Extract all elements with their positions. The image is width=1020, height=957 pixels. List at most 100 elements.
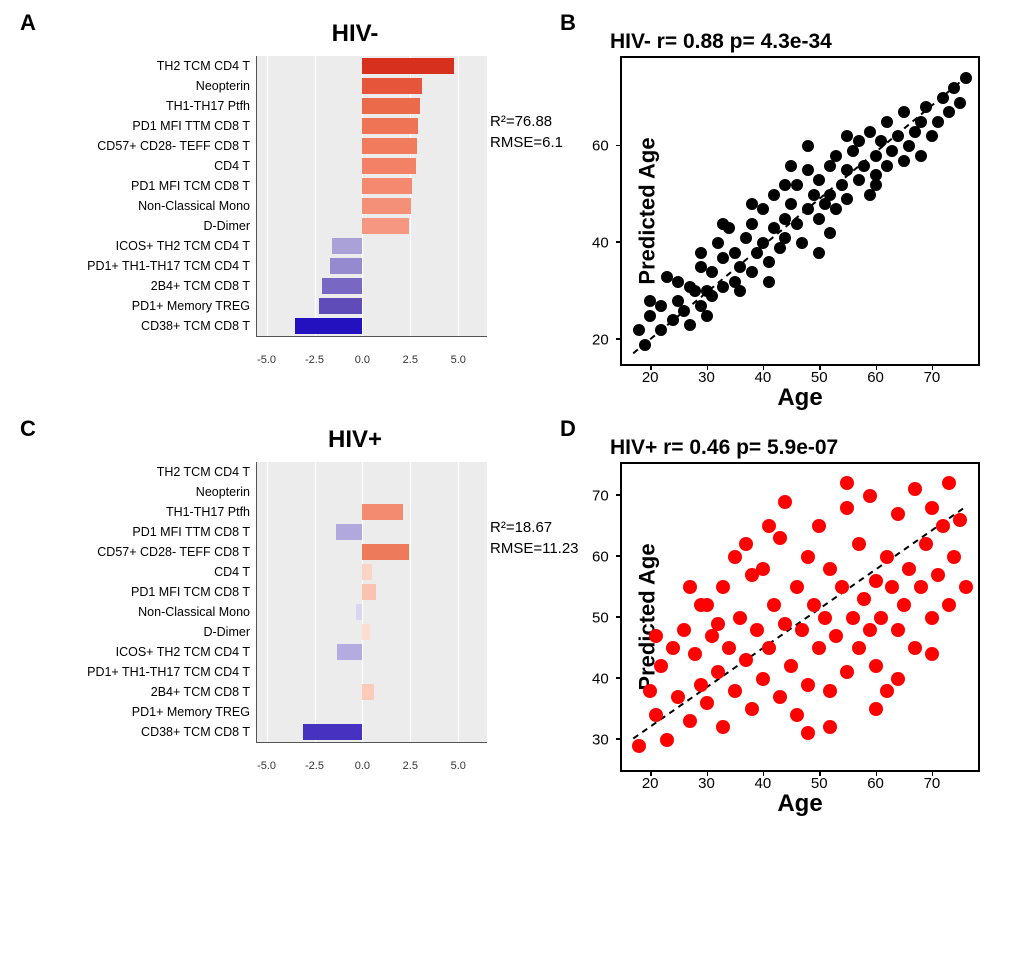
data-point: [869, 702, 883, 716]
data-point: [852, 641, 866, 655]
data-point: [807, 598, 821, 612]
data-point: [639, 339, 651, 351]
data-point: [892, 130, 904, 142]
data-point: [677, 623, 691, 637]
x-axis-label: Age: [777, 790, 822, 818]
data-point: [919, 537, 933, 551]
data-point: [925, 611, 939, 625]
y-tick-label: 20: [592, 331, 609, 348]
bar-label: CD57+ CD28- TEFF CD8 T: [50, 136, 250, 156]
data-point: [830, 203, 842, 215]
data-point: [829, 629, 843, 643]
data-point: [632, 739, 646, 753]
data-point: [779, 232, 791, 244]
bar-label: CD4 T: [50, 562, 250, 582]
bar-row: [257, 702, 487, 722]
data-point: [936, 519, 950, 533]
data-point: [716, 720, 730, 734]
chart-title: HIV+ r= 0.46 p= 5.9e-07: [610, 436, 1020, 460]
data-point: [836, 179, 848, 191]
data-point: [728, 684, 742, 698]
bar: [330, 258, 363, 274]
bar: [337, 644, 363, 660]
data-point: [778, 495, 792, 509]
bar-chart: TH2 TCM CD4 TNeopterinTH1-TH17 PtfhPD1 M…: [50, 56, 540, 337]
x-axis-label: Age: [777, 384, 822, 412]
data-point: [633, 324, 645, 336]
data-point: [768, 189, 780, 201]
data-point: [734, 285, 746, 297]
data-point: [757, 203, 769, 215]
data-point: [813, 174, 825, 186]
data-point: [654, 659, 668, 673]
bar-row: [257, 542, 487, 562]
data-point: [942, 476, 956, 490]
x-tick: -5.0: [257, 354, 276, 366]
bar: [362, 624, 370, 640]
data-point: [779, 179, 791, 191]
bar-chart-panel-C: CHIV+TH2 TCM CD4 TNeopterinTH1-TH17 Ptfh…: [20, 426, 540, 772]
bar: [362, 198, 411, 214]
x-tick: 5.0: [451, 354, 466, 366]
data-point: [863, 623, 877, 637]
data-point: [885, 580, 899, 594]
data-point: [880, 550, 894, 564]
chart-annotation: R²=76.88RMSE=6.1: [490, 111, 563, 153]
x-tick-label: 60: [867, 369, 884, 386]
data-point: [649, 629, 663, 643]
data-point: [801, 550, 815, 564]
data-point: [801, 678, 815, 692]
data-point: [869, 659, 883, 673]
data-point: [947, 550, 961, 564]
data-point: [813, 213, 825, 225]
bar-label: PD1+ TH1-TH17 TCM CD4 T: [50, 256, 250, 276]
data-point: [802, 164, 814, 176]
bar-plot-area: -5.0-2.50.02.55.0: [256, 462, 487, 743]
data-point: [870, 150, 882, 162]
bar-row: [257, 622, 487, 642]
data-point: [785, 160, 797, 172]
data-point: [671, 690, 685, 704]
bar-label: D-Dimer: [50, 622, 250, 642]
bar-label: TH2 TCM CD4 T: [50, 56, 250, 76]
data-point: [745, 702, 759, 716]
x-tick-label: 70: [924, 775, 941, 792]
data-point: [931, 568, 945, 582]
bar-label: Non-Classical Mono: [50, 196, 250, 216]
bar-row: [257, 276, 487, 296]
data-point: [902, 562, 916, 576]
data-point: [717, 281, 729, 293]
bar-row: [257, 236, 487, 256]
data-point: [746, 218, 758, 230]
data-point: [926, 130, 938, 142]
data-point: [852, 537, 866, 551]
data-point: [701, 310, 713, 322]
bar: [356, 604, 363, 620]
bar-plot-area: -5.0-2.50.02.55.0: [256, 56, 487, 337]
data-point: [925, 647, 939, 661]
data-point: [908, 482, 922, 496]
data-point: [796, 237, 808, 249]
data-point: [655, 324, 667, 336]
data-point: [695, 261, 707, 273]
data-point: [891, 623, 905, 637]
data-point: [756, 672, 770, 686]
x-tick-label: 40: [755, 775, 772, 792]
bar-label: CD38+ TCM CD8 T: [50, 316, 250, 336]
bar-label: Non-Classical Mono: [50, 602, 250, 622]
x-tick: -2.5: [305, 354, 324, 366]
bar: [362, 584, 375, 600]
bar-label: TH1-TH17 Ptfh: [50, 96, 250, 116]
scatter-panel-D: DHIV+ r= 0.46 p= 5.9e-07Predicted AgeAge…: [560, 426, 1020, 772]
data-point: [823, 720, 837, 734]
bar-row: [257, 522, 487, 542]
bar: [295, 318, 362, 334]
data-point: [660, 733, 674, 747]
bar-label: PD1 MFI TTM CD8 T: [50, 522, 250, 542]
data-point: [818, 611, 832, 625]
bar-labels: TH2 TCM CD4 TNeopterinTH1-TH17 PtfhPD1 M…: [50, 462, 256, 743]
data-point: [925, 501, 939, 515]
bar: [362, 218, 409, 234]
data-point: [672, 276, 684, 288]
data-point: [915, 150, 927, 162]
